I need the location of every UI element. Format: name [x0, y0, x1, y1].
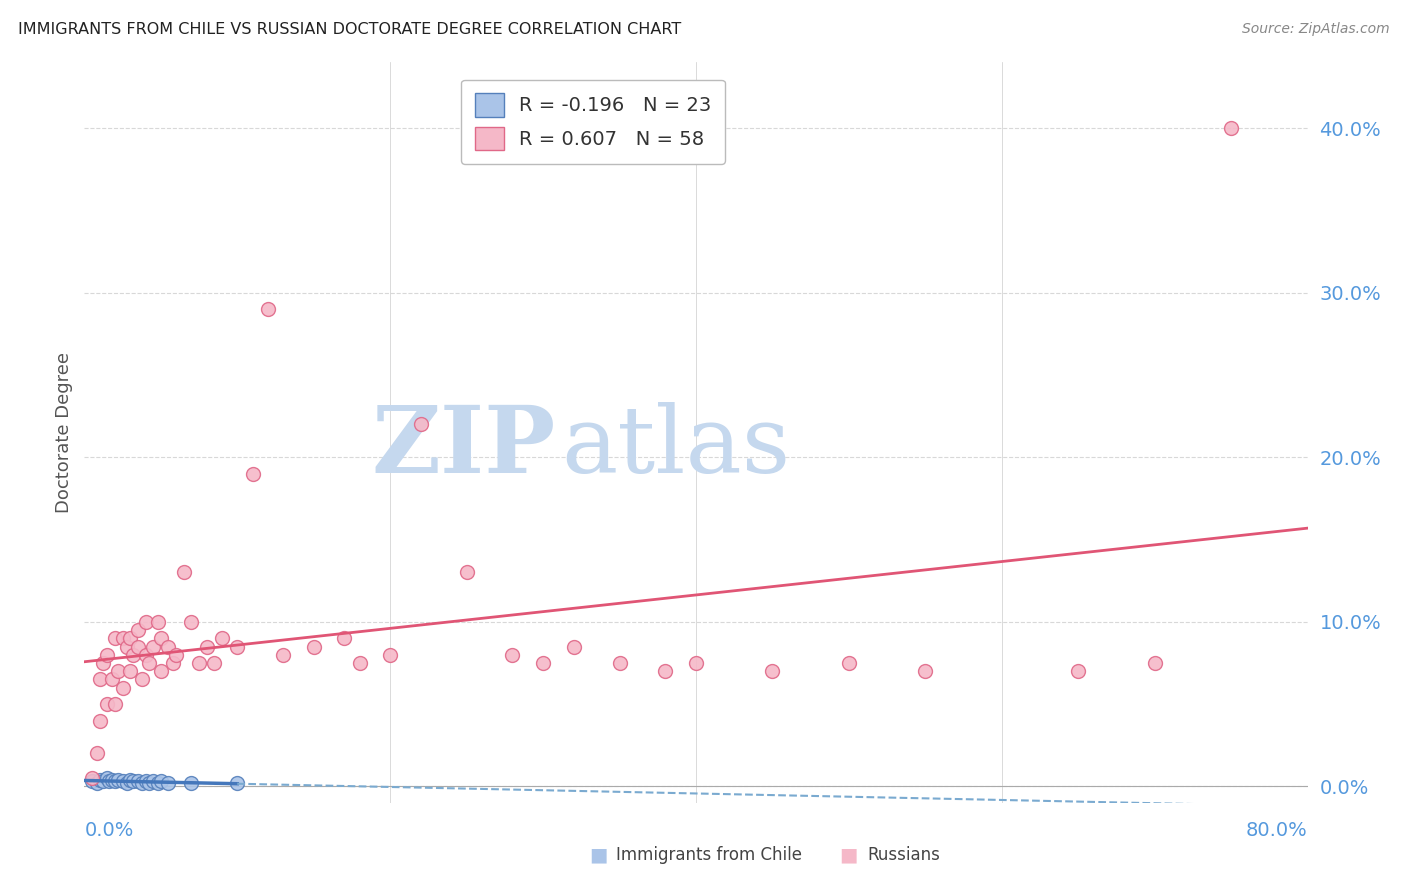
Text: atlas: atlas	[561, 402, 790, 492]
Point	[80, 771, 103, 785]
Point	[188, 656, 211, 670]
Point	[96, 648, 118, 662]
Point	[349, 656, 371, 670]
Point	[120, 772, 142, 787]
Point	[104, 774, 127, 789]
Point	[138, 656, 160, 670]
Y-axis label: Doctorate Degree: Doctorate Degree	[55, 352, 73, 513]
Point	[685, 656, 707, 670]
Point	[333, 632, 356, 646]
Point	[1220, 121, 1243, 136]
Point	[1143, 656, 1166, 670]
Point	[838, 656, 860, 670]
Legend: R = -0.196   N = 23, R = 0.607   N = 58: R = -0.196 N = 23, R = 0.607 N = 58	[461, 79, 725, 164]
Point	[127, 623, 149, 637]
Point	[226, 640, 249, 654]
Point	[531, 656, 554, 670]
Point	[111, 774, 134, 789]
Point	[302, 640, 325, 654]
Point	[131, 673, 153, 687]
Point	[456, 566, 478, 580]
Point	[609, 656, 631, 670]
Point	[157, 640, 180, 654]
Point	[180, 776, 202, 790]
Text: IMMIGRANTS FROM CHILE VS RUSSIAN DOCTORATE DEGREE CORRELATION CHART: IMMIGRANTS FROM CHILE VS RUSSIAN DOCTORA…	[18, 22, 682, 37]
Point	[162, 656, 184, 670]
Point	[173, 566, 195, 580]
Point	[115, 640, 138, 654]
Point	[131, 776, 153, 790]
Point	[562, 640, 585, 654]
Point	[146, 615, 169, 629]
Point	[89, 714, 111, 728]
Point	[127, 774, 149, 789]
Point	[86, 776, 108, 790]
Text: Russians: Russians	[868, 846, 941, 863]
Point	[226, 776, 249, 790]
Point	[135, 615, 157, 629]
Point	[165, 648, 187, 662]
Point	[96, 697, 118, 711]
Point	[120, 632, 142, 646]
Point	[104, 697, 127, 711]
Point	[502, 648, 524, 662]
Point	[1067, 664, 1090, 678]
Point	[138, 776, 160, 790]
Point	[157, 776, 180, 790]
Point	[120, 664, 142, 678]
Text: ■: ■	[589, 845, 607, 864]
Point	[115, 776, 138, 790]
Point	[149, 664, 172, 678]
Point	[914, 664, 936, 678]
Point	[107, 664, 129, 678]
Point	[211, 632, 233, 646]
Point	[96, 771, 118, 785]
Point	[149, 774, 172, 789]
Text: 0.0%: 0.0%	[84, 822, 134, 840]
Point	[104, 632, 127, 646]
Point	[135, 774, 157, 789]
Point	[195, 640, 218, 654]
Point	[271, 648, 294, 662]
Point	[111, 681, 134, 695]
Text: ■: ■	[839, 845, 858, 864]
Text: Source: ZipAtlas.com: Source: ZipAtlas.com	[1241, 22, 1389, 37]
Point	[380, 648, 402, 662]
Point	[409, 417, 432, 432]
Point	[180, 615, 202, 629]
Point	[242, 467, 264, 481]
Point	[80, 774, 103, 789]
Point	[97, 774, 120, 789]
Point	[142, 640, 165, 654]
Point	[107, 772, 129, 787]
Point	[127, 640, 149, 654]
Point	[202, 656, 225, 670]
Point	[142, 774, 165, 789]
Point	[761, 664, 783, 678]
Point	[89, 673, 111, 687]
Point	[122, 774, 145, 789]
Point	[135, 648, 157, 662]
Point	[654, 664, 676, 678]
Point	[91, 656, 114, 670]
Point	[111, 632, 134, 646]
Text: ZIP: ZIP	[371, 402, 555, 492]
Text: 80.0%: 80.0%	[1246, 822, 1308, 840]
Point	[101, 772, 124, 787]
Point	[122, 648, 145, 662]
Point	[149, 632, 172, 646]
Point	[89, 772, 111, 787]
Point	[86, 747, 108, 761]
Point	[101, 673, 124, 687]
Point	[91, 774, 114, 789]
Text: Immigrants from Chile: Immigrants from Chile	[616, 846, 803, 863]
Point	[257, 302, 280, 317]
Point	[146, 776, 169, 790]
